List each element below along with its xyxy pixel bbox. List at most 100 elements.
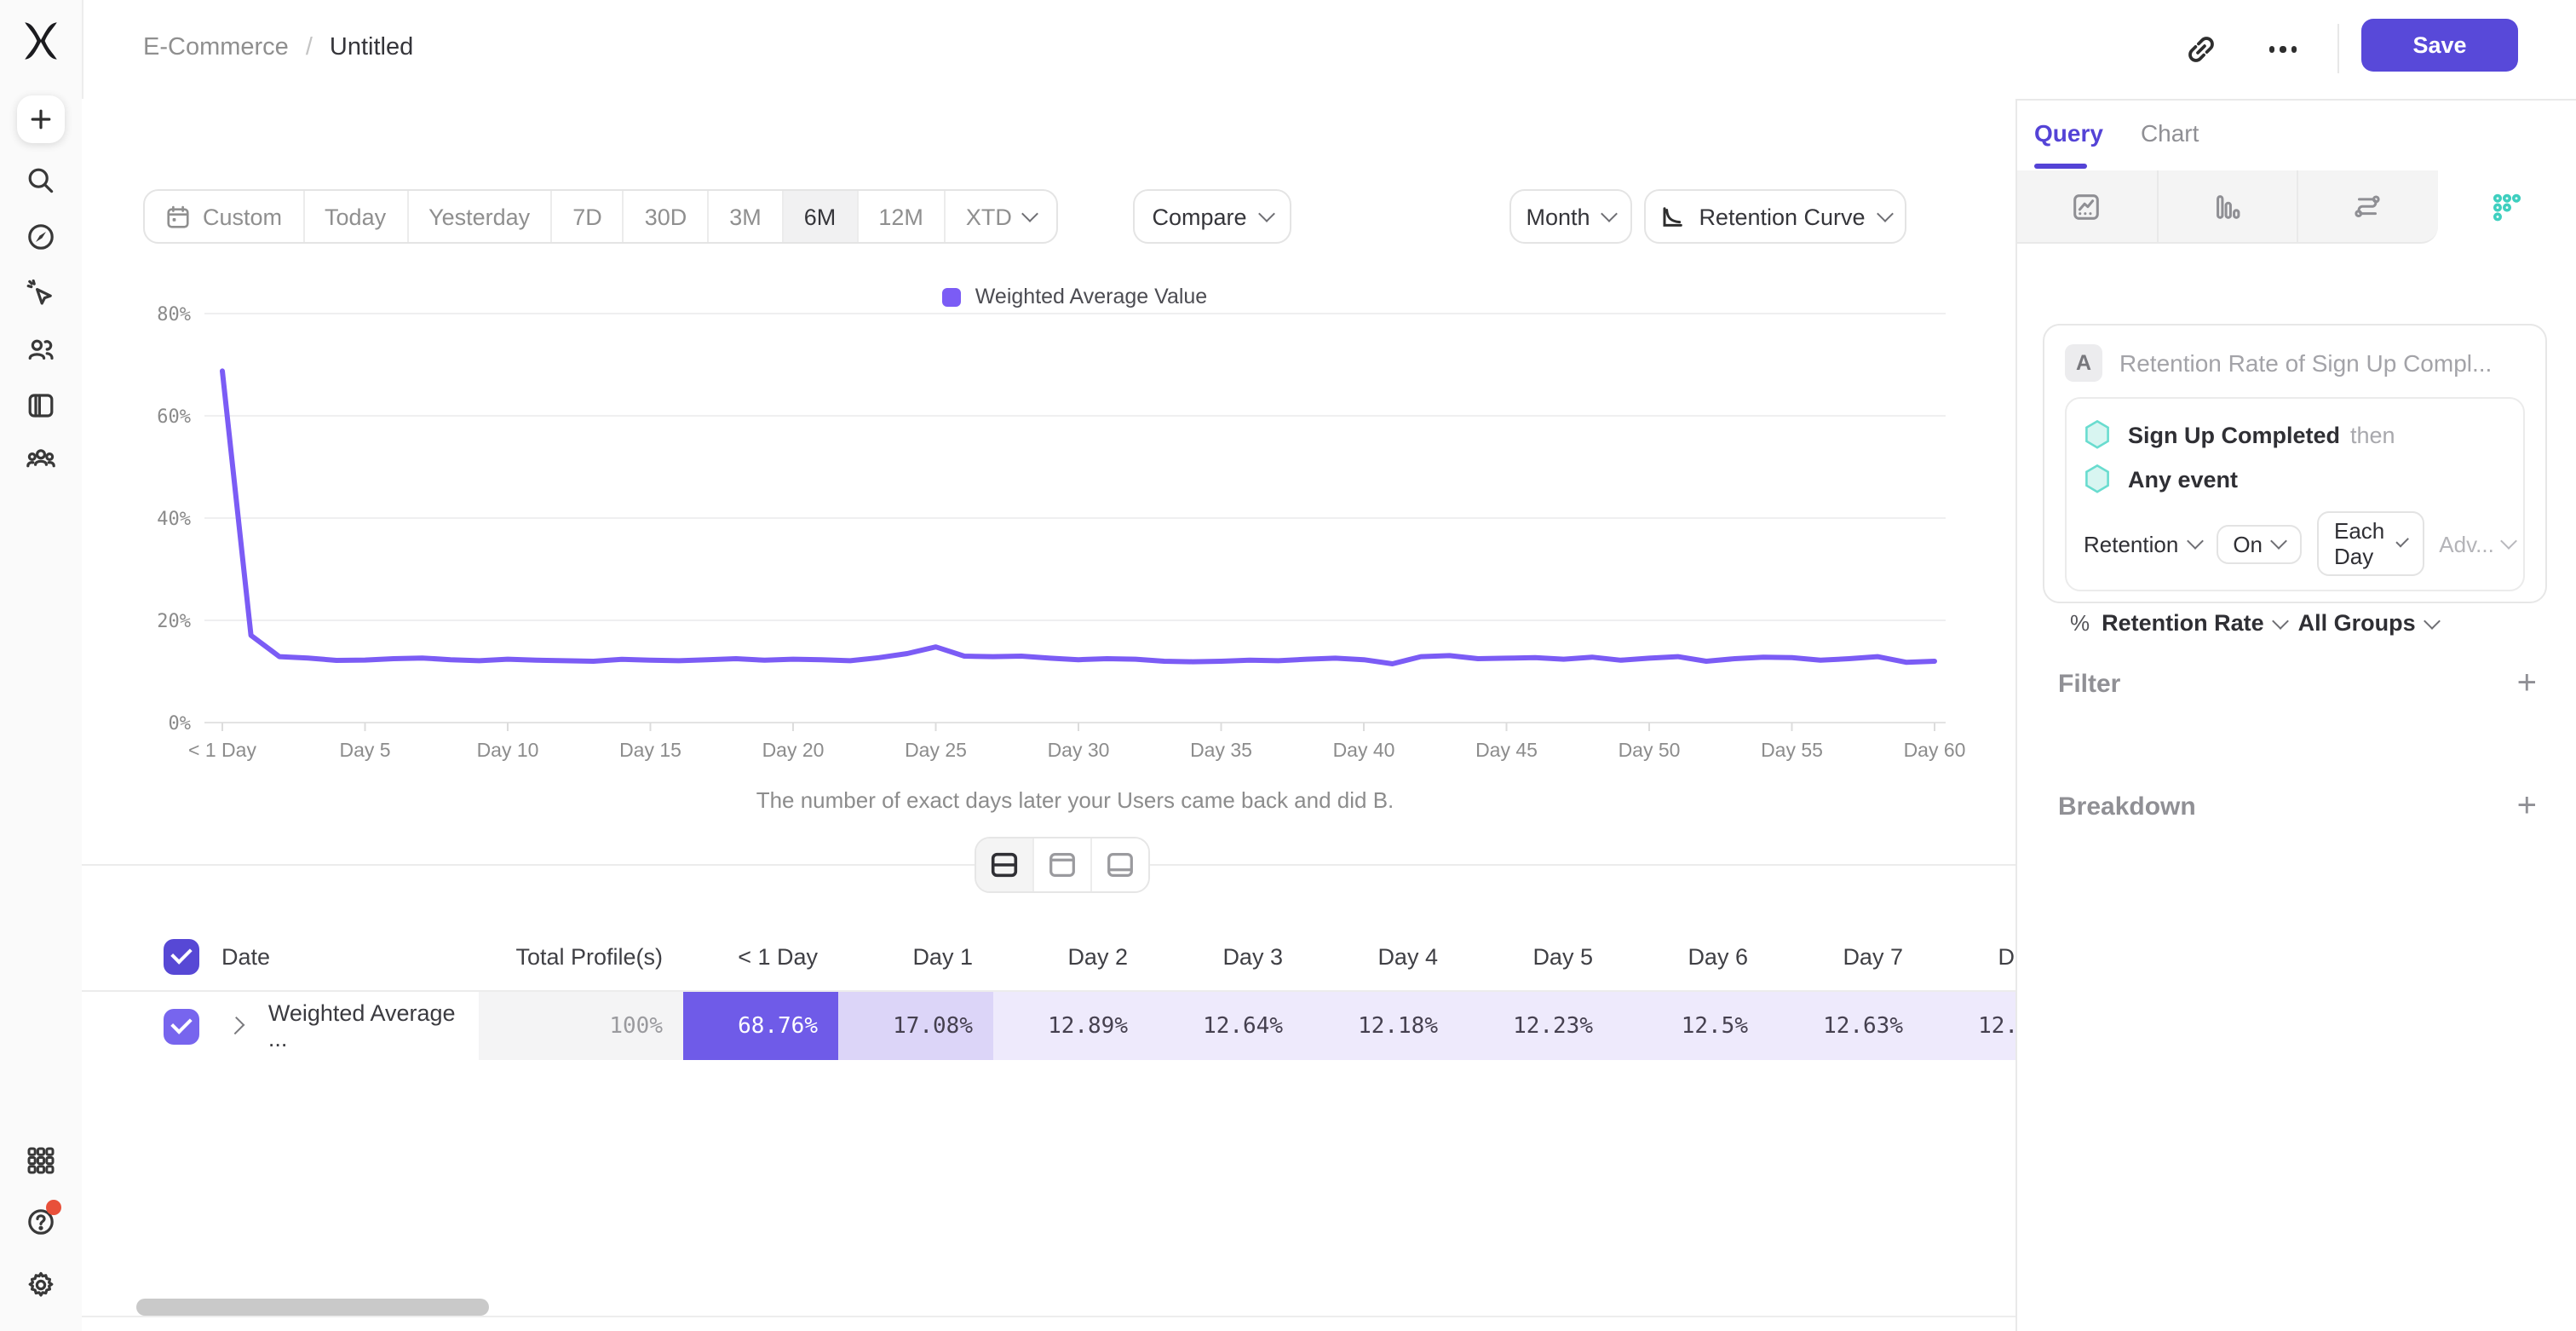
event-selection-card: Sign Up Completed then Any event Retenti… [2065,397,2525,591]
retention-cell-5[interactable]: 12.18% [1303,992,1458,1060]
calendar-icon [167,205,189,228]
legend-swatch [942,287,962,306]
retention-cell-8[interactable]: 12.63% [1768,992,1923,1060]
y-tick-label: 0% [169,713,192,735]
funnels-icon[interactable] [2158,170,2298,244]
retention-cell-0[interactable]: 100% [479,992,683,1060]
x-tick-label: Day 55 [1761,739,1823,761]
date-column-header[interactable]: Date [221,943,271,969]
x-tick-label: Day 20 [762,739,825,761]
x-tick-label: Day 60 [1904,739,1966,761]
on-dropdown[interactable]: On [2216,524,2302,563]
return-event-name: Any event [2128,466,2239,492]
cohorts-group-icon[interactable] [26,445,56,475]
active-tab-underline [2034,164,2087,169]
apps-grid-icon[interactable] [26,1145,56,1176]
retention-cell-1[interactable]: 68.76% [683,992,838,1060]
layout-table-only-button[interactable] [1092,838,1148,891]
row-checkbox[interactable] [164,1008,199,1044]
copy-link-icon[interactable] [2182,31,2220,68]
groups-dropdown[interactable]: All Groups [2298,610,2441,636]
compare-button[interactable]: Compare [1133,189,1291,244]
retention-cell-4[interactable]: 12.64% [1148,992,1303,1060]
column-header-2[interactable]: Day 1 [912,943,973,969]
column-header-0[interactable]: Total Profile(s) [515,943,663,969]
help-icon[interactable] [26,1200,61,1237]
layout-chart-only-button[interactable] [1034,838,1092,891]
breadcrumb-separator: / [305,34,313,61]
metric-row: % Retention Rate All Groups [2065,610,2525,636]
column-header-3[interactable]: Day 2 [1067,943,1128,969]
table-header-date-cell: Date [82,938,479,974]
column-header-1[interactable]: < 1 Day [738,943,818,969]
granularity-label: Month [1526,204,1590,229]
column-header-4[interactable]: Day 3 [1222,943,1283,969]
search-icon[interactable] [26,165,56,196]
column-header-7[interactable]: Day 6 [1688,943,1748,969]
retention-cell-7[interactable]: 12.5% [1613,992,1768,1060]
born-event-row[interactable]: Sign Up Completed then [2084,412,2506,457]
advanced-dropdown[interactable]: Adv... [2439,531,2517,556]
select-all-checkbox[interactable] [164,938,199,974]
column-header-6[interactable]: Day 5 [1532,943,1593,969]
add-filter-button[interactable]: + [2516,665,2537,702]
retention-cell-3[interactable]: 12.89% [993,992,1148,1060]
header-divider [2337,24,2339,73]
events-cursor-icon[interactable] [26,278,56,308]
chart-type-dropdown[interactable]: Retention Curve [1644,189,1906,244]
create-new-button[interactable] [17,95,65,143]
insights-icon[interactable] [2017,170,2158,244]
help-notification-dot [46,1200,61,1215]
settings-gear-icon[interactable] [26,1270,56,1300]
row-label[interactable]: Weighted Average ... [267,1000,456,1052]
add-breakdown-button[interactable]: + [2516,787,2537,825]
chart-legend[interactable]: Weighted Average Value [204,285,1946,308]
flows-icon[interactable] [2298,170,2437,244]
range-6m[interactable]: 6M [783,191,859,242]
range-30d[interactable]: 30D [624,191,710,242]
mixpanel-logo-icon[interactable] [19,19,63,63]
x-tick-label: < 1 Day [188,739,256,761]
more-options-button[interactable] [2263,31,2303,68]
horizontal-scrollbar-thumb[interactable] [136,1299,489,1316]
range-xtd[interactable]: XTD [946,191,1056,242]
x-tick-label: Day 40 [1333,739,1395,761]
x-tick-label: Day 5 [339,739,390,761]
left-sidebar [0,0,83,1331]
range-7d[interactable]: 7D [552,191,624,242]
metric-dropdown[interactable]: Retention Rate [2102,610,2289,636]
bottom-border [82,1316,2015,1317]
range-3m[interactable]: 3M [709,191,784,242]
range-today[interactable]: Today [304,191,409,242]
retention-cell-2[interactable]: 17.08% [838,992,993,1060]
retention-cell-6[interactable]: 12.23% [1458,992,1613,1060]
layout-toggle-group [975,837,1150,893]
breadcrumb-report-title[interactable]: Untitled [329,34,414,61]
range-yesterday[interactable]: Yesterday [408,191,553,242]
column-header-5[interactable]: Day 4 [1377,943,1438,969]
retention-chart-area[interactable]: 80% 60% 40% 20% 0% < 1 Day Day 5 Day 10 Day 15 Da… [82,303,2015,798]
column-header-9[interactable]: Day 8 [1998,943,2015,969]
users-icon[interactable] [26,334,56,365]
y-tick-label: 20% [157,611,191,632]
column-header-8[interactable]: Day 7 [1843,943,1903,969]
retention-type-dropdown[interactable]: Retention [2084,531,2204,556]
range-custom[interactable]: Custom [145,191,305,242]
retention-line-series[interactable] [220,368,1937,666]
tab-chart[interactable]: Chart [2140,119,2199,147]
breadcrumb-project[interactable]: E-Commerce [143,34,289,61]
save-button[interactable]: Save [2361,19,2518,72]
return-event-row[interactable]: Any event [2084,457,2506,501]
tab-query[interactable]: Query [2034,119,2103,147]
each-day-dropdown[interactable]: Each Day [2317,511,2424,576]
range-12m[interactable]: 12M [858,191,946,242]
born-event-name: Sign Up Completed [2128,422,2340,447]
boards-icon[interactable] [26,390,56,421]
retention-cell-9[interactable]: 12.41% [1923,992,2015,1060]
granularity-dropdown[interactable]: Month [1509,189,1632,244]
compass-explore-icon[interactable] [26,222,56,252]
row-expand-chevron-icon[interactable] [227,1017,245,1035]
layout-split-view-button[interactable] [976,838,1034,891]
query-title[interactable]: Retention Rate of Sign Up Compl... [2119,349,2493,377]
retention-icon[interactable] [2437,170,2576,244]
